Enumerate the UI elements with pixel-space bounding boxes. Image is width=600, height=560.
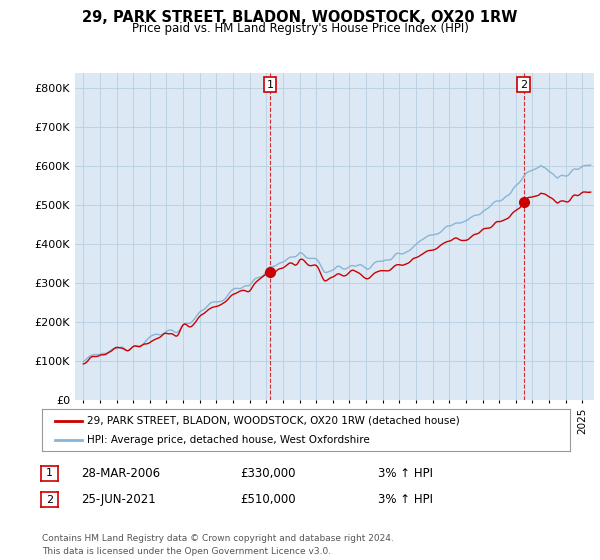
Text: 2: 2 <box>46 495 53 505</box>
Text: 28-MAR-2006: 28-MAR-2006 <box>81 466 160 480</box>
Text: 1: 1 <box>46 469 53 478</box>
Text: 3% ↑ HPI: 3% ↑ HPI <box>378 466 433 480</box>
Text: 3% ↑ HPI: 3% ↑ HPI <box>378 493 433 506</box>
Text: HPI: Average price, detached house, West Oxfordshire: HPI: Average price, detached house, West… <box>87 435 370 445</box>
Text: 1: 1 <box>266 80 274 90</box>
Text: 29, PARK STREET, BLADON, WOODSTOCK, OX20 1RW (detached house): 29, PARK STREET, BLADON, WOODSTOCK, OX20… <box>87 416 460 426</box>
Text: Contains HM Land Registry data © Crown copyright and database right 2024.
This d: Contains HM Land Registry data © Crown c… <box>42 534 394 556</box>
Text: Price paid vs. HM Land Registry's House Price Index (HPI): Price paid vs. HM Land Registry's House … <box>131 22 469 35</box>
Text: 25-JUN-2021: 25-JUN-2021 <box>81 493 156 506</box>
Text: £510,000: £510,000 <box>240 493 296 506</box>
Text: 2: 2 <box>520 80 527 90</box>
Text: £330,000: £330,000 <box>240 466 296 480</box>
Text: 29, PARK STREET, BLADON, WOODSTOCK, OX20 1RW: 29, PARK STREET, BLADON, WOODSTOCK, OX20… <box>82 10 518 25</box>
